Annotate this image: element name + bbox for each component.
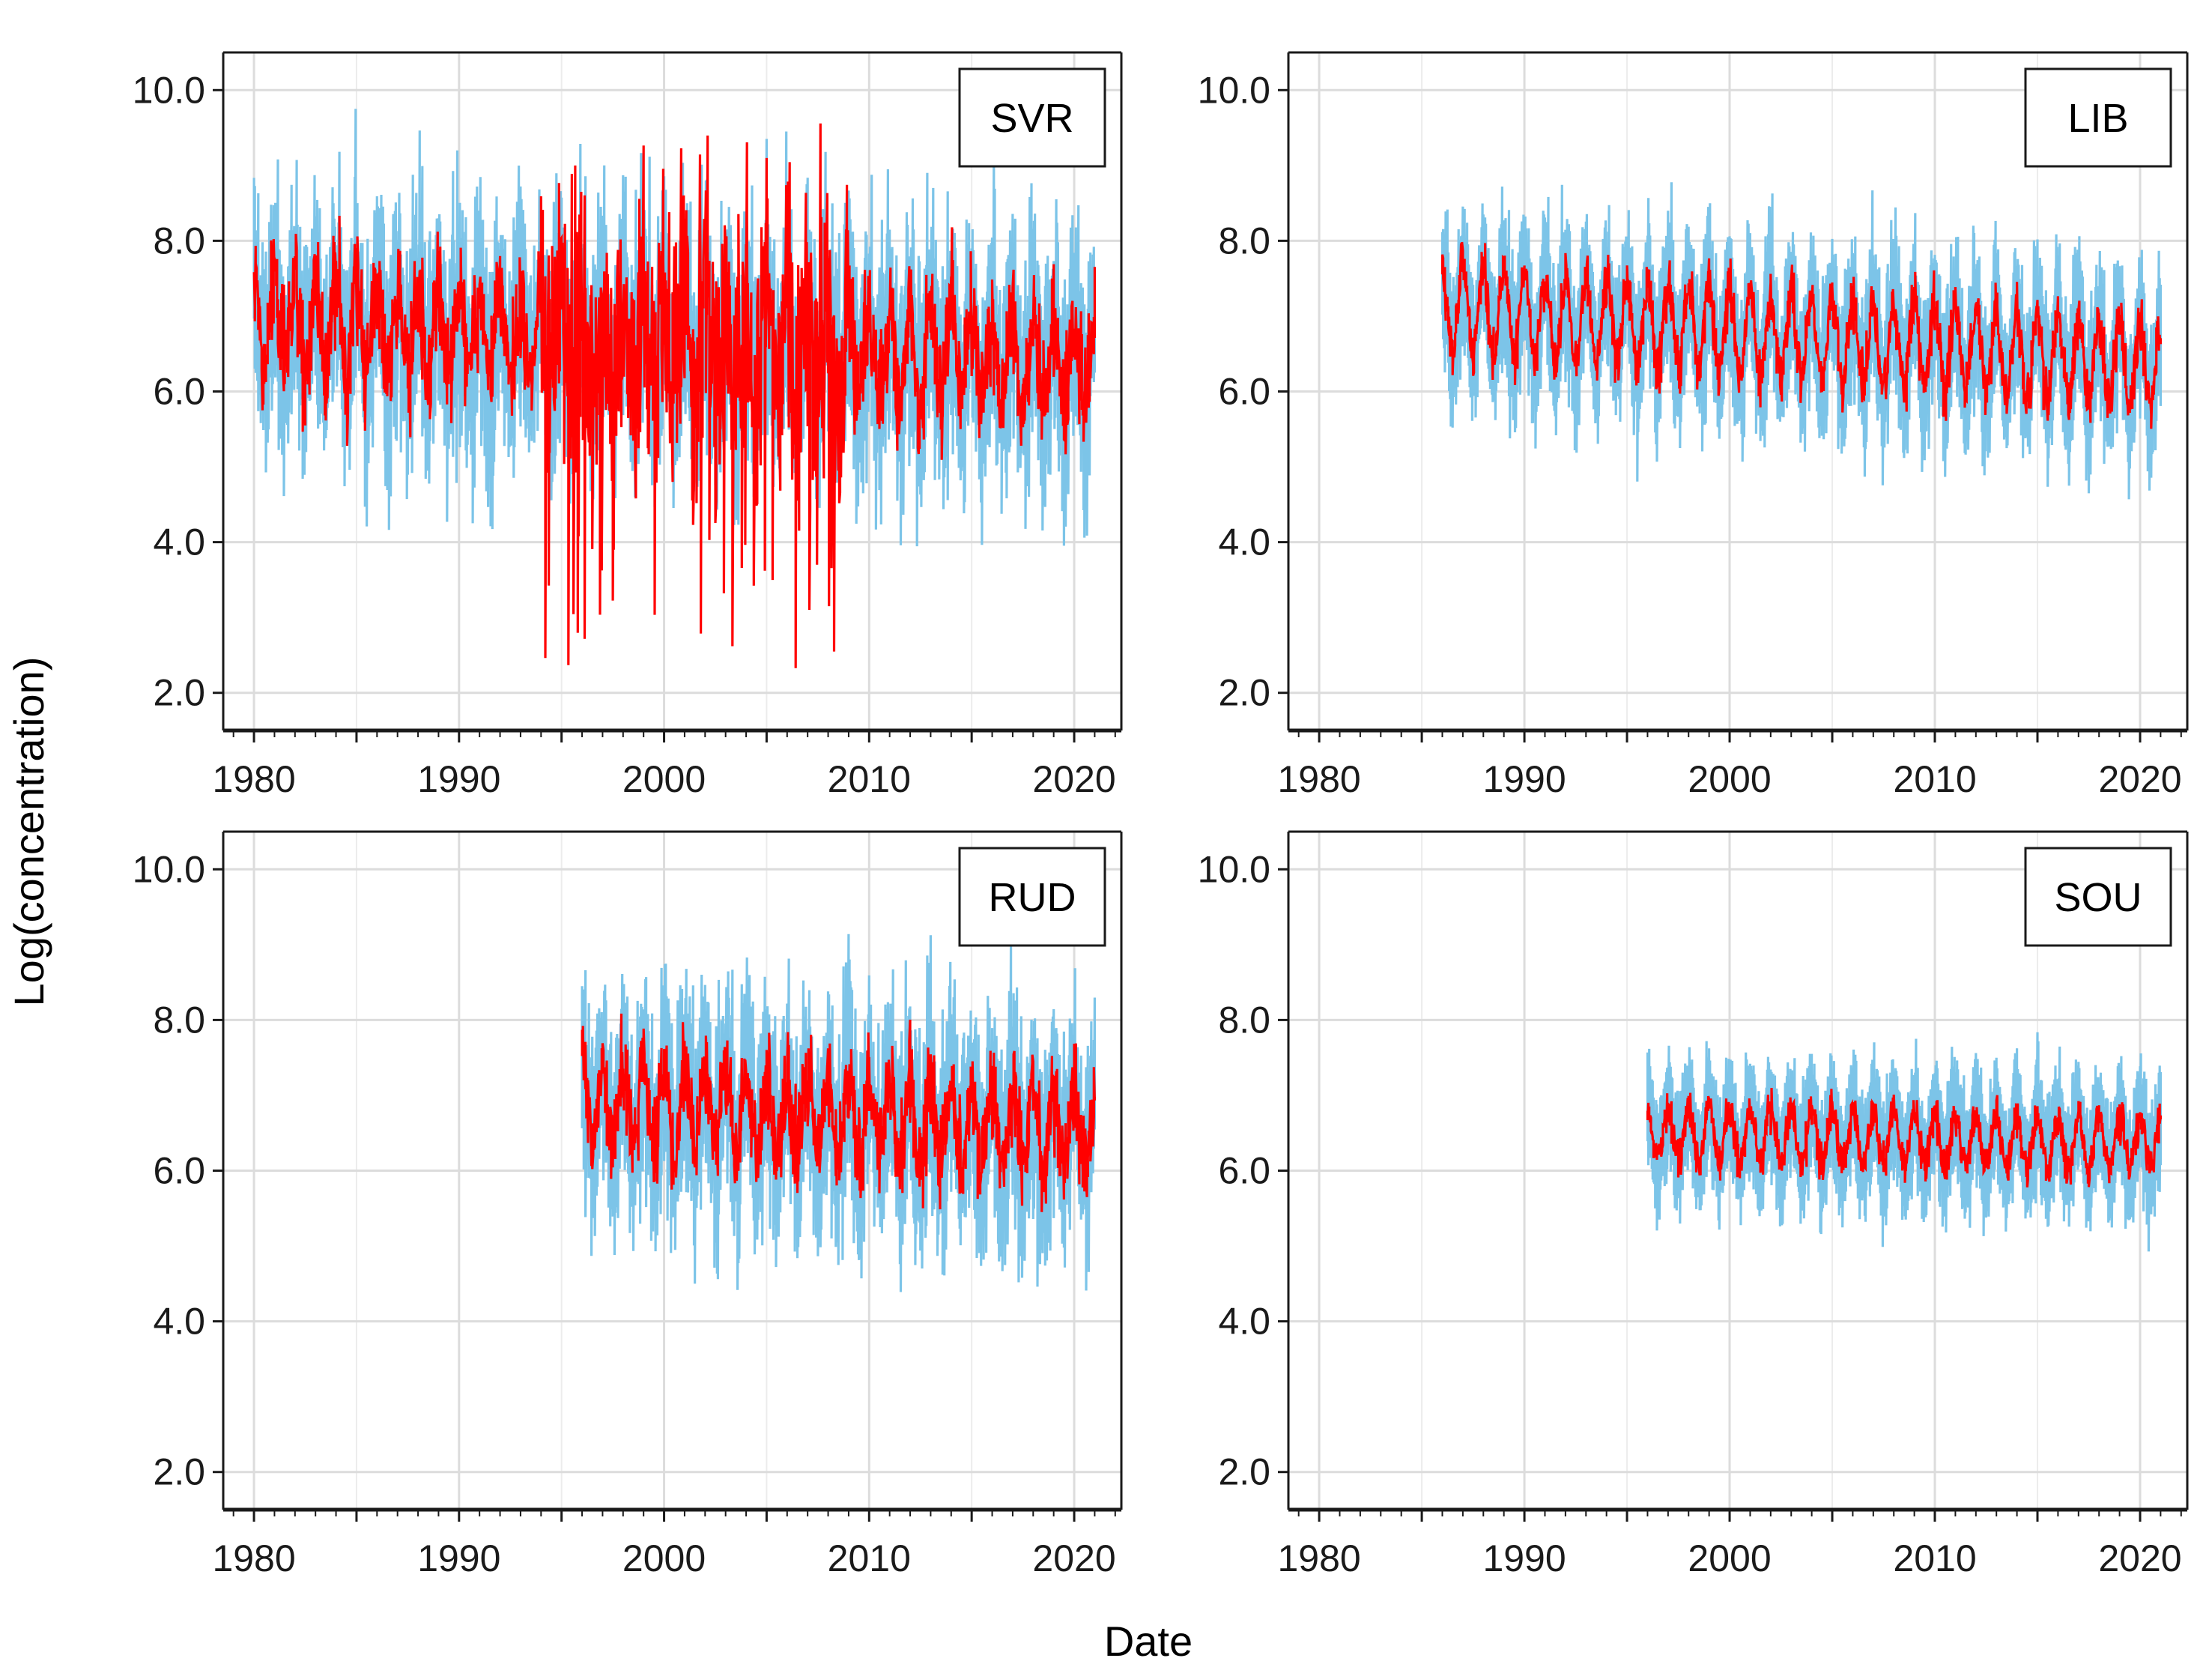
x-tick-label: 2000 — [622, 1537, 706, 1579]
x-tick-label: 2020 — [2098, 1537, 2181, 1579]
panel-label: LIB — [2067, 96, 2128, 141]
panel-label-box — [2024, 67, 2172, 168]
y-tick-label: 8.0 — [153, 220, 205, 261]
y-tick-label: 6.0 — [153, 371, 205, 413]
y-tick-label: 10.0 — [1198, 69, 1270, 111]
x-tick-label: 2010 — [1893, 1537, 1976, 1579]
x-tick-label: 2010 — [1893, 758, 1976, 800]
x-tick-label: 2020 — [2098, 758, 2181, 800]
y-tick-label: 8.0 — [1218, 220, 1270, 261]
x-tick-label: 1980 — [1277, 758, 1360, 800]
x-tick-label: 1980 — [212, 1537, 295, 1579]
y-tick-label: 10.0 — [133, 848, 205, 890]
y-tick-label: 6.0 — [153, 1150, 205, 1192]
x-tick-label: 1980 — [212, 758, 295, 800]
y-tick-label: 6.0 — [1218, 371, 1270, 413]
x-tick-label: 2010 — [828, 1537, 911, 1579]
x-tick-label: 2020 — [1032, 1537, 1115, 1579]
y-tick-label: 6.0 — [1218, 1150, 1270, 1192]
panel-svr: 2.0 4.0 6.0 8.0 10.0 1980 1990 2000 2010 2020 SVR — [133, 51, 1123, 800]
series-inner-line — [1440, 241, 2162, 429]
y-tick-label: 8.0 — [153, 999, 205, 1041]
y-axis-title: Log(concentration) — [5, 657, 52, 1007]
panel-sou: 2.0 4.0 6.0 8.0 10.0 1980 1990 2000 2010 2020 SOU — [1198, 830, 2189, 1579]
x-axis-title: Date — [1104, 1618, 1193, 1665]
x-tick-label: 1990 — [1482, 1537, 1566, 1579]
y-tick-label: 8.0 — [1218, 999, 1270, 1041]
panel-label-box — [958, 67, 1106, 168]
x-tick-label: 2000 — [622, 758, 706, 800]
x-tick-label: 1990 — [1482, 758, 1566, 800]
y-tick-label: 4.0 — [1218, 521, 1270, 563]
y-tick-label: 10.0 — [1198, 848, 1270, 890]
series-inner-line — [1646, 1088, 2162, 1188]
x-tick-label: 2020 — [1032, 758, 1115, 800]
panel-label: SVR — [990, 96, 1073, 141]
panel-lib: 2.0 4.0 6.0 8.0 10.0 1980 1990 2000 2010 2020 LIB — [1198, 51, 2189, 800]
x-tick-label: 1990 — [417, 1537, 500, 1579]
x-tick-label: 1990 — [417, 758, 500, 800]
y-tick-label: 2.0 — [1218, 1451, 1270, 1493]
series-group — [1440, 182, 2162, 500]
y-tick-label: 10.0 — [133, 69, 205, 111]
x-tick-label: 1980 — [1277, 1537, 1360, 1579]
panel-label-box — [2024, 847, 2172, 947]
y-tick-label: 4.0 — [153, 521, 205, 563]
panel-label: RUD — [989, 875, 1076, 920]
y-tick-label: 4.0 — [153, 1301, 205, 1343]
y-tick-label: 2.0 — [153, 1451, 205, 1493]
panel-label: SOU — [2054, 875, 2142, 920]
panel-label-box — [958, 847, 1106, 947]
y-tick-label: 2.0 — [1218, 672, 1270, 714]
x-tick-label: 2010 — [828, 758, 911, 800]
series-group — [1646, 1032, 2162, 1252]
series-group — [581, 934, 1096, 1292]
series-group — [252, 109, 1096, 668]
x-tick-label: 2000 — [1688, 758, 1771, 800]
panel-rud: 2.0 4.0 6.0 8.0 10.0 1980 1990 2000 2010 2020 RUD — [133, 830, 1123, 1579]
series-inner-line — [581, 1013, 1096, 1212]
series-inner-line — [252, 123, 1096, 668]
x-tick-label: 2000 — [1688, 1537, 1771, 1579]
y-tick-label: 4.0 — [1218, 1301, 1270, 1343]
y-tick-label: 2.0 — [153, 672, 205, 714]
